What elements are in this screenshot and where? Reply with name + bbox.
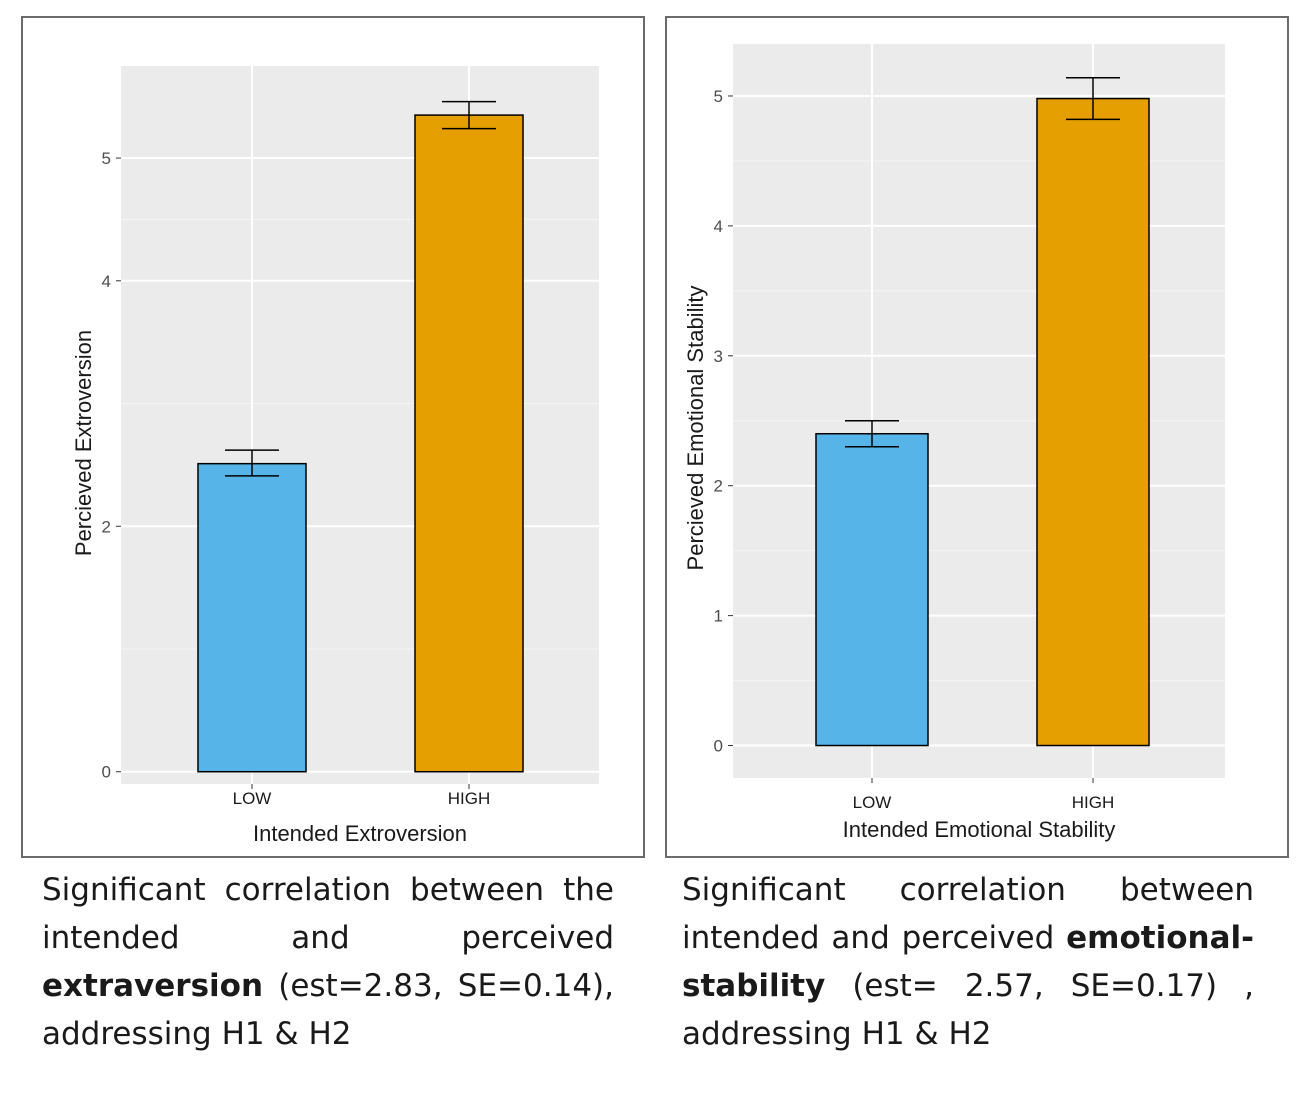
y-tick-label: 4: [714, 217, 723, 236]
x-category-label: LOW: [853, 793, 892, 812]
y-tick-label: 3: [714, 347, 723, 366]
caption-text-post: (est= 2.57, SE=0.17) , addressing H1 & H…: [682, 968, 1254, 1052]
bar-high: [1036, 97, 1150, 747]
y-tick-label: 0: [102, 763, 111, 782]
caption-text-pre: Significant correlation between intended…: [682, 872, 1254, 956]
y-axis-title: Percieved Extroversion: [71, 330, 96, 556]
caption-emotional-stability: Significant correlation between intended…: [682, 866, 1254, 1058]
caption-extroversion: Significant correlation between the inte…: [42, 866, 614, 1058]
x-category-label: LOW: [233, 789, 272, 808]
caption-text-pre: Significant correlation between the inte…: [42, 872, 614, 956]
bar-low: [197, 462, 307, 773]
y-tick-label: 4: [102, 272, 111, 291]
y-axis-title: Percieved Emotional Stability: [683, 286, 708, 571]
x-axis-title: Intended Extroversion: [253, 821, 467, 846]
emotional-stability-bar-chart: 0 1 2 3 4 5 LOW HIGH Intended Emotional Stabilit…: [683, 44, 1225, 842]
x-axis-title: Intended Emotional Stability: [843, 817, 1116, 842]
extroversion-bar-chart: 0 2 4 5 LOW HIGH Intended Extroversion Percieve…: [71, 66, 599, 846]
y-tick-label: 1: [714, 607, 723, 626]
x-category-label: HIGH: [448, 789, 491, 808]
caption-text-post: (est=2.83, SE=0.14), addressing H1 & H2: [42, 968, 614, 1052]
y-tick-label: 0: [714, 737, 723, 756]
y-tick-label: 2: [102, 517, 111, 536]
plot-panel: [121, 66, 599, 784]
y-tick-label: 5: [102, 149, 111, 168]
y-tick-label: 2: [714, 477, 723, 496]
chart-panel-extroversion: 0 2 4 5 LOW HIGH Intended Extroversion Percieve…: [21, 16, 645, 858]
y-tick-label: 5: [714, 87, 723, 106]
plot-panel: [733, 44, 1225, 778]
bar-low: [815, 432, 929, 747]
chart-panel-emotional-stability: 0 1 2 3 4 5 LOW HIGH Intended Emotional Stabilit…: [665, 16, 1289, 858]
x-category-label: HIGH: [1072, 793, 1115, 812]
bar-high: [414, 114, 524, 773]
caption-text-bold: emotional-stability: [682, 920, 1254, 1004]
caption-text-bold: extraversion: [42, 968, 264, 1004]
